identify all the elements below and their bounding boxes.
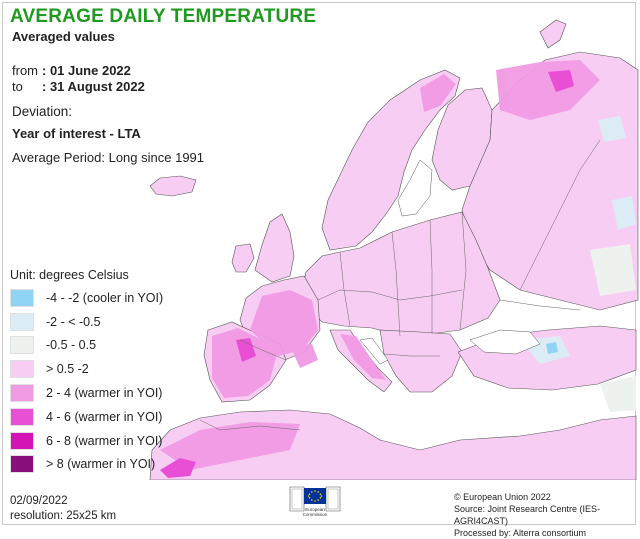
logo-text-european: European <box>305 507 325 512</box>
region-iceland <box>149 175 197 197</box>
footer-source: Source: Joint Research Centre (IES-AGRI4… <box>454 504 601 526</box>
legend-swatch <box>10 360 34 379</box>
average-period: Average Period: Long since 1991 <box>12 150 205 165</box>
legend-label: > 0.5 -2 <box>46 362 89 377</box>
black-sea <box>469 329 541 355</box>
seas-layer <box>359 159 541 365</box>
region-finland <box>431 87 493 191</box>
footer-left: 02/09/2022 resolution: 25x25 km <box>10 494 116 524</box>
footer-date: 02/09/2022 <box>10 495 68 507</box>
region-great-britain <box>254 213 295 283</box>
period-to-label: to <box>12 79 23 94</box>
legend-item: > 0.5 -2 <box>10 357 163 381</box>
legend-unit: Unit: degrees Celsius <box>10 268 129 282</box>
region-scandinavia <box>321 69 461 251</box>
footer-right: © European Union 2022 Source: Joint Rese… <box>454 491 640 539</box>
baltic-sea <box>397 159 433 217</box>
legend-label: 2 - 4 (warmer in YOI) <box>46 386 163 401</box>
legend-item: 2 - 4 (warmer in YOI) <box>10 381 163 405</box>
legend-label: -2 - < -0.5 <box>46 314 101 329</box>
legend-label: 4 - 6 (warmer in YOI) <box>46 409 163 424</box>
legend-item: > 8 (warmer in YOI) <box>10 453 163 477</box>
legend-item: -4 - -2 (cooler in YOI) <box>10 286 163 310</box>
period-to-value: : 31 August 2022 <box>42 79 145 94</box>
legend-swatch <box>10 288 34 307</box>
map-title: AVERAGE DAILY TEMPERATURE <box>10 6 317 27</box>
legend: -4 - -2 (cooler in YOI) -2 - < -0.5 -0.5… <box>10 286 163 476</box>
deviation-mode: Year of interest - LTA <box>12 126 141 141</box>
legend-swatch <box>10 431 34 450</box>
hot-anomaly-layer <box>160 70 574 478</box>
legend-item: -0.5 - 0.5 <box>10 334 163 358</box>
region-balkans <box>379 329 463 393</box>
legend-label: > 8 (warmer in YOI) <box>46 457 156 472</box>
footer-copyright: © European Union 2022 <box>454 492 551 502</box>
map-subtitle: Averaged values <box>12 29 115 44</box>
adriatic-sea <box>359 337 389 365</box>
legend-swatch <box>10 455 34 474</box>
deviation-label: Deviation: <box>12 104 73 119</box>
logo-text-commission: Commission <box>303 512 328 517</box>
period-to: to : 31 August 2022 <box>12 79 145 94</box>
footer-resolution: resolution: 25x25 km <box>10 510 117 522</box>
period-from: from : 01 June 2022 <box>12 63 131 78</box>
neutral-anomaly-layer <box>590 244 636 412</box>
legend-label: -0.5 - 0.5 <box>46 338 97 353</box>
period-from-label: from <box>12 63 38 78</box>
warm-anomaly-layer <box>160 60 600 470</box>
eu-flag-icon: European Commission <box>284 485 346 523</box>
legend-label: 6 - 8 (warmer in YOI) <box>46 433 163 448</box>
region-novaya-zemlya <box>539 19 567 49</box>
legend-swatch <box>10 312 34 331</box>
legend-item: -2 - < -0.5 <box>10 310 163 334</box>
legend-swatch <box>10 407 34 426</box>
europe-temperature-map <box>149 19 639 480</box>
country-borders <box>199 139 601 431</box>
legend-item: 6 - 8 (warmer in YOI) <box>10 429 163 453</box>
legend-label: -4 - -2 (cooler in YOI) <box>46 290 164 305</box>
legend-item: 4 - 6 (warmer in YOI) <box>10 405 163 429</box>
legend-swatch <box>10 336 34 355</box>
period-from-value: : 01 June 2022 <box>42 63 131 78</box>
legend-swatch <box>10 384 34 403</box>
region-ireland <box>231 243 255 273</box>
